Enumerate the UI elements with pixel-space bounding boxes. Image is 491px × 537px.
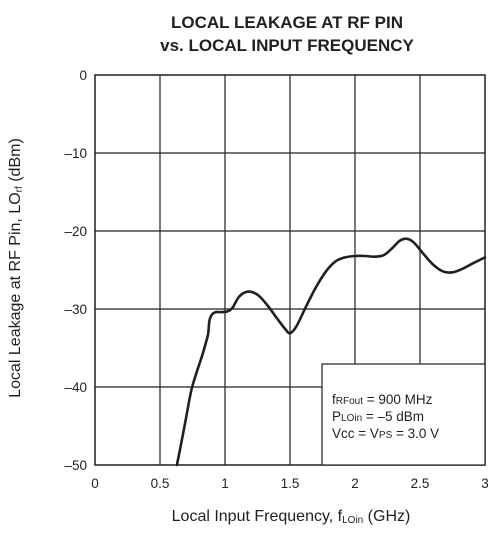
- x-tick-label: 3: [481, 476, 489, 491]
- x-tick-label: 0.5: [151, 476, 170, 491]
- chart-title-line-1: LOCAL LEAKAGE AT RF PIN: [171, 13, 403, 32]
- y-axis-label: Local Leakage at RF Pin, LOrf (dBm): [7, 138, 25, 398]
- x-tick-label: 2: [351, 476, 359, 491]
- chart-title-line-2: vs. LOCAL INPUT FREQUENCY: [160, 36, 414, 55]
- x-tick-label: 2.5: [411, 476, 430, 491]
- y-tick-label: –30: [64, 302, 87, 317]
- y-tick-label: –50: [64, 458, 87, 473]
- y-tick-label: –10: [64, 146, 87, 161]
- y-tick-label: 0: [79, 68, 87, 83]
- y-tick-labels: 0 –10 –20 –30 –40 –50: [64, 68, 87, 473]
- x-tick-label: 0: [91, 476, 99, 491]
- x-tick-label: 1: [221, 476, 229, 491]
- y-tick-label: –20: [64, 224, 87, 239]
- x-axis-label: Local Input Frequency, fLOin (GHz): [172, 508, 411, 526]
- x-tick-label: 1.5: [281, 476, 300, 491]
- x-tick-labels: 0 0.5 1 1.5 2 2.5 3: [91, 476, 489, 491]
- y-tick-label: –40: [64, 380, 87, 395]
